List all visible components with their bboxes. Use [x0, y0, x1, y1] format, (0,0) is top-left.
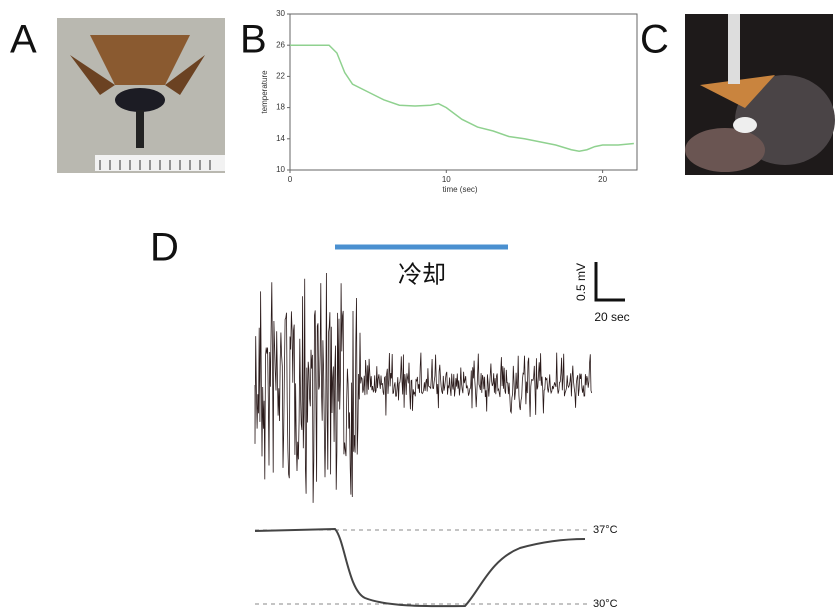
- photo-a: [57, 18, 225, 173]
- temperature-trace: [255, 529, 585, 606]
- y-axis-label: temperature: [260, 70, 269, 114]
- temp-low-label: 30°C: [593, 598, 618, 610]
- y-tick-label: 26: [276, 40, 285, 49]
- temp-high-label: 37°C: [593, 524, 618, 536]
- eeg-trace: [255, 273, 592, 503]
- y-tick-label: 10: [276, 165, 285, 174]
- panel-label: D: [150, 226, 179, 270]
- y-tick-label: 22: [276, 72, 285, 81]
- eeg-path: [255, 273, 592, 503]
- scale-bar: [596, 262, 625, 300]
- panel-label: B: [240, 18, 267, 62]
- photo-c: [685, 14, 835, 175]
- page: {"panel_labels": ["A", "B", "C", "D"], "…: [0, 0, 837, 613]
- x-tick-label: 0: [288, 175, 293, 184]
- y-tick-label: 18: [276, 103, 285, 112]
- panel-label: C: [640, 18, 669, 62]
- x-axis-label: time (sec): [442, 185, 477, 194]
- y-tick-label: 14: [276, 134, 285, 143]
- x-tick-label: 10: [442, 175, 451, 184]
- figure: A B C D time (sec) temperature 10 14 18 22 2…: [0, 0, 837, 613]
- y-tick-label: 30: [276, 9, 285, 18]
- panel-label: A: [10, 18, 37, 62]
- x-tick-label: 20: [598, 175, 607, 184]
- cooling-label: 冷却: [398, 261, 446, 288]
- plot-frame: [290, 14, 637, 170]
- scale-time: 20 sec: [594, 310, 629, 324]
- scale-voltage: 0.5 mV: [574, 263, 588, 301]
